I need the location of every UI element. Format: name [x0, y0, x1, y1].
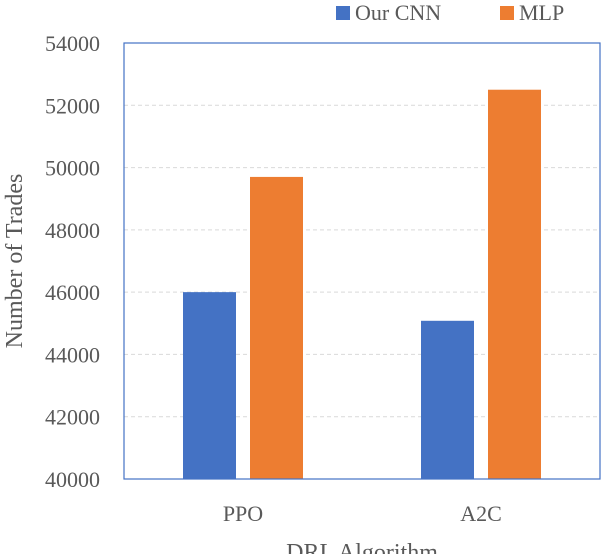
y-tick-label: 52000 — [45, 93, 100, 118]
x-axis-title: DRL Algorithm — [286, 540, 438, 554]
bars — [183, 89, 541, 479]
legend: Our CNN MLP — [336, 0, 564, 25]
bar — [421, 320, 474, 479]
y-tick-label: 48000 — [45, 218, 100, 243]
y-tick-label: 54000 — [45, 31, 100, 56]
bar — [250, 176, 303, 479]
x-tick-label: PPO — [223, 501, 263, 526]
y-tick-label: 40000 — [45, 467, 100, 492]
legend-swatch — [500, 6, 514, 20]
y-axis-ticks: 40000 42000 44000 46000 48000 50000 52000 54000 — [45, 31, 100, 492]
bar — [488, 89, 541, 479]
y-tick-label: 42000 — [45, 405, 100, 430]
y-tick-label: 44000 — [45, 342, 100, 367]
y-tick-label: 50000 — [45, 156, 100, 181]
plot-area-border — [123, 42, 601, 480]
x-axis-ticks: PPO A2C — [223, 501, 502, 526]
legend-swatch — [336, 6, 350, 20]
legend-label: Our CNN — [355, 0, 441, 25]
bar — [183, 292, 236, 479]
y-axis-title: Number of Trades — [2, 174, 28, 349]
legend-label: MLP — [519, 0, 564, 25]
y-tick-label: 46000 — [45, 280, 100, 305]
x-tick-label: A2C — [460, 501, 502, 526]
